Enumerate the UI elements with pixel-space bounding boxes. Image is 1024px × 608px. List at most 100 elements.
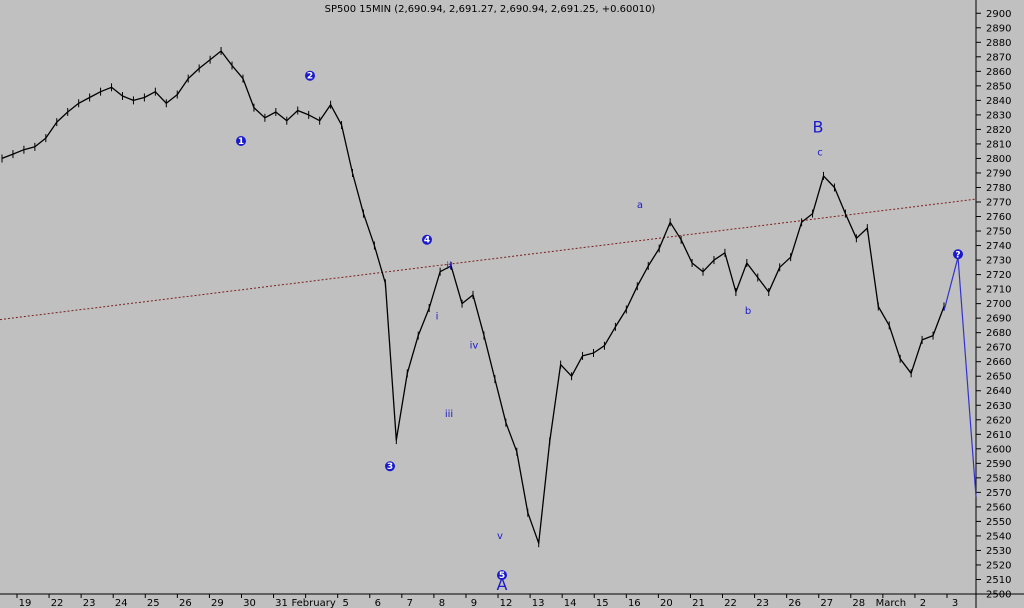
y-tick-label: 2860	[986, 67, 1011, 78]
chart-title: SP500 15MIN (2,690.94, 2,691.27, 2,690.9…	[325, 4, 656, 15]
y-tick-label: 2740	[986, 241, 1011, 252]
x-tick-label: 3	[952, 598, 958, 608]
wave-letter-label: ii	[446, 261, 452, 272]
wave-marker: 3	[385, 461, 395, 472]
wave-letter-label: iv	[470, 341, 479, 352]
y-tick-label: 2530	[986, 546, 1011, 557]
wave-marker-circle	[236, 136, 246, 147]
y-tick-label: 2730	[986, 256, 1011, 267]
wave-marker-label: 5	[499, 571, 505, 581]
x-tick-label: 7	[407, 598, 413, 608]
wave-letter-label: v	[497, 531, 503, 542]
y-tick-label: 2770	[986, 198, 1011, 209]
wave-marker: ?	[953, 249, 963, 260]
x-tick-label: 22	[51, 598, 64, 608]
x-tick-label: 25	[147, 598, 160, 608]
x-tick-label: 27	[820, 598, 833, 608]
x-tick-label: 13	[532, 598, 545, 608]
y-tick-label: 2580	[986, 473, 1011, 484]
y-tick-label: 2870	[986, 52, 1011, 63]
y-tick-label: 2840	[986, 96, 1011, 107]
wave-marker: 4	[422, 234, 432, 246]
y-tick-label: 2600	[986, 444, 1011, 455]
wave-letter-label: iii	[445, 409, 453, 420]
series-group	[1, 47, 945, 548]
wave-marker-circle	[305, 70, 315, 81]
x-tick-label: 23	[83, 598, 96, 608]
x-tick-label: February	[291, 598, 335, 608]
wave-marker: 2	[305, 70, 315, 82]
wave-letter-label: c	[817, 148, 823, 159]
y-tick-label: 2670	[986, 343, 1011, 354]
x-tick-label: 23	[756, 598, 769, 608]
y-tick-label: 2510	[986, 575, 1011, 586]
y-tick-label: 2660	[986, 357, 1011, 368]
x-tick-label: 8	[439, 598, 445, 608]
wave-marker-circle	[497, 570, 507, 581]
y-tick-label: 2590	[986, 459, 1011, 470]
x-tick-label: 14	[564, 598, 577, 608]
x-tick-label: 20	[660, 598, 673, 608]
wave-marker-circle	[953, 249, 963, 260]
wave-letter-label: a	[637, 200, 643, 211]
x-tick-label: 16	[628, 598, 641, 608]
wave-marker-label: ?	[955, 250, 960, 260]
y-tick-label: 2690	[986, 314, 1011, 325]
y-tick-label: 2540	[986, 531, 1011, 542]
x-tick-label: 26	[179, 598, 192, 608]
y-tick-label: 2570	[986, 488, 1011, 499]
y-tick-label: 2500	[986, 590, 1011, 601]
y-tick-label: 2760	[986, 212, 1011, 223]
y-tick-label: 2790	[986, 168, 1011, 179]
y-tick-label: 2810	[986, 139, 1011, 150]
wave-degree-label: B	[813, 118, 824, 137]
y-tick-label: 2630	[986, 401, 1011, 412]
wave-letter-label: i	[436, 312, 439, 323]
x-tick-label: March	[876, 598, 906, 608]
x-tick-label: 6	[375, 598, 381, 608]
x-tick-label: 30	[243, 598, 256, 608]
wave-marker-label: 4	[424, 236, 430, 246]
y-tick-label: 2640	[986, 386, 1011, 397]
x-tick-label: 31	[275, 598, 288, 608]
x-tick-label: 15	[596, 598, 609, 608]
y-tick-label: 2800	[986, 154, 1011, 165]
y-tick-label: 2610	[986, 430, 1011, 441]
y-tick-label: 2550	[986, 517, 1011, 528]
y-tick-label: 2880	[986, 38, 1011, 49]
y-tick-label: 2680	[986, 328, 1011, 339]
x-tick-label: 24	[115, 598, 128, 608]
y-tick-label: 2900	[986, 9, 1011, 20]
y-tick-label: 2650	[986, 372, 1011, 383]
y-tick-label: 2520	[986, 560, 1011, 571]
x-tick-label: 22	[724, 598, 737, 608]
wave-marker-circle	[422, 234, 432, 245]
y-tick-label: 2560	[986, 502, 1011, 513]
wave-marker: 5	[497, 570, 507, 581]
x-tick-label: 2	[920, 598, 926, 608]
x-tick-label: 21	[692, 598, 705, 608]
wave-marker-label: 3	[387, 462, 393, 472]
y-tick-label: 2700	[986, 299, 1011, 310]
x-tick-label: 12	[500, 598, 513, 608]
y-tick-label: 2850	[986, 81, 1011, 92]
y-tick-label: 2820	[986, 125, 1011, 136]
x-tick-label: 29	[211, 598, 224, 608]
wave-degree-label: A	[497, 575, 508, 594]
y-tick-label: 2890	[986, 23, 1011, 34]
wave-marker-circle	[385, 461, 395, 472]
wave-marker-label: 1	[238, 137, 244, 147]
x-tick-label: 19	[19, 598, 32, 608]
y-tick-label: 2720	[986, 270, 1011, 281]
y-tick-label: 2620	[986, 415, 1011, 426]
x-tick-label: 5	[343, 598, 349, 608]
wave-marker: 1	[236, 136, 246, 147]
y-tick-label: 2780	[986, 183, 1011, 194]
wave-marker-label: 2	[307, 72, 313, 82]
y-tick-label: 2830	[986, 110, 1011, 121]
